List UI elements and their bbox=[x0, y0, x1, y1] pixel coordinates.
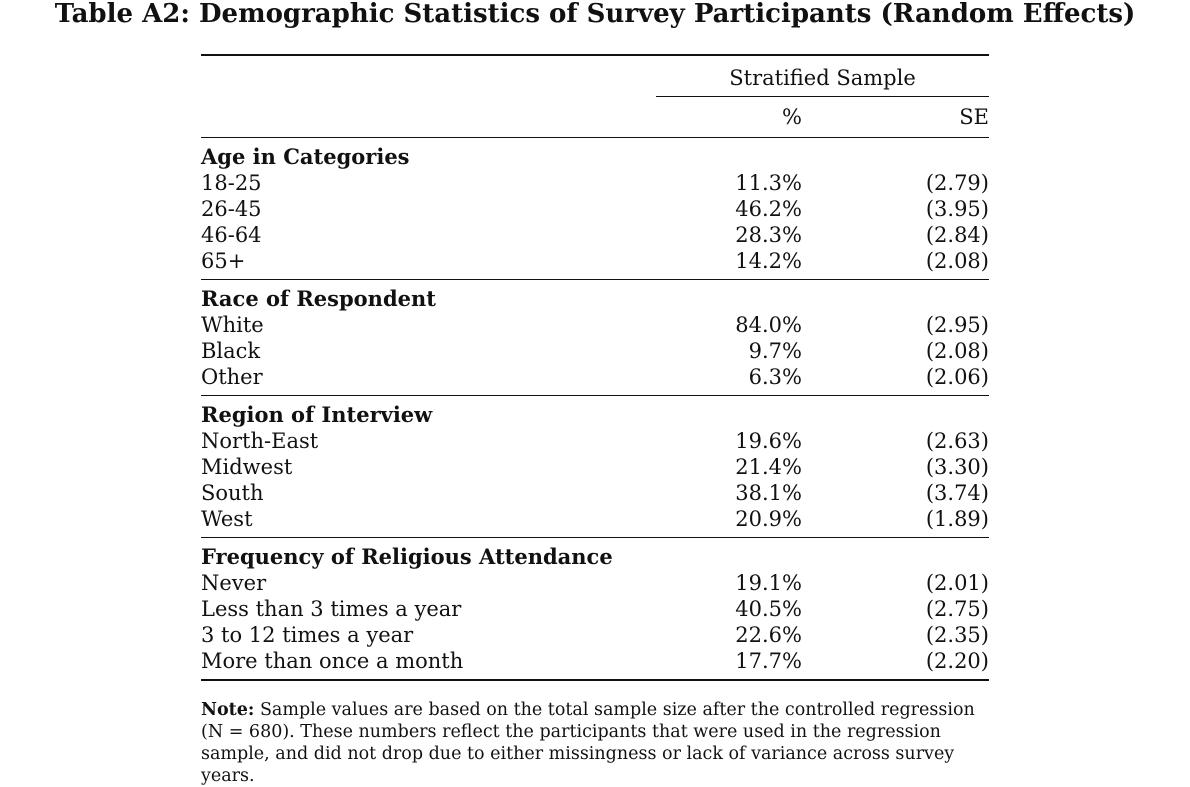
table-row: More than once a month 17.7% (2.20) bbox=[201, 648, 989, 674]
table-row: Black 9.7% (2.08) bbox=[201, 338, 989, 364]
row-label: White bbox=[201, 313, 264, 337]
row-se: (2.08) bbox=[925, 249, 989, 273]
row-percent: 20.9% bbox=[735, 507, 802, 531]
note-text: Sample values are based on the total sam… bbox=[201, 700, 975, 786]
row-label: 3 to 12 times a year bbox=[201, 623, 414, 647]
row-percent: 46.2% bbox=[735, 197, 802, 221]
row-se: (2.84) bbox=[925, 223, 989, 247]
row-label: 65+ bbox=[201, 249, 246, 273]
row-se: (2.01) bbox=[925, 571, 989, 595]
section-rule bbox=[201, 395, 989, 396]
row-label: 26-45 bbox=[201, 197, 262, 221]
row-se: (2.95) bbox=[925, 313, 989, 337]
table-row: South 38.1% (3.74) bbox=[201, 480, 989, 506]
row-percent: 19.6% bbox=[735, 429, 802, 453]
table-row: 65+ 14.2% (2.08) bbox=[201, 248, 989, 274]
table-row: Less than 3 times a year 40.5% (2.75) bbox=[201, 596, 989, 622]
table-row: Never 19.1% (2.01) bbox=[201, 570, 989, 596]
table-row: 46-64 28.3% (2.84) bbox=[201, 222, 989, 248]
row-percent: 40.5% bbox=[735, 597, 802, 621]
row-percent: 9.7% bbox=[748, 339, 802, 363]
row-percent: 21.4% bbox=[735, 455, 802, 479]
header-rule bbox=[201, 137, 989, 138]
row-percent: 84.0% bbox=[735, 313, 802, 337]
table-row: White 84.0% (2.95) bbox=[201, 312, 989, 338]
row-se: (1.89) bbox=[925, 507, 989, 531]
column-header-row: % SE bbox=[201, 97, 989, 137]
row-percent: 11.3% bbox=[735, 171, 802, 195]
row-label: Black bbox=[201, 339, 261, 363]
row-se: (3.95) bbox=[925, 197, 989, 221]
row-se: (2.06) bbox=[925, 365, 989, 389]
table-section: Region of Interview North-East 19.6% (2.63)… bbox=[201, 396, 989, 538]
table-section: Frequency of Religious Attendance Never 19… bbox=[201, 538, 989, 681]
section-heading: Age in Categories bbox=[201, 144, 410, 169]
row-percent: 17.7% bbox=[735, 649, 802, 673]
row-se: (3.30) bbox=[925, 455, 989, 479]
row-label: More than once a month bbox=[201, 649, 464, 673]
row-se: (2.08) bbox=[925, 339, 989, 363]
section-rule bbox=[201, 279, 989, 280]
table-row: 3 to 12 times a year 22.6% (2.35) bbox=[201, 622, 989, 648]
row-se: (3.74) bbox=[925, 481, 989, 505]
row-se: (2.20) bbox=[925, 649, 989, 673]
table-row: 18-25 11.3% (2.79) bbox=[201, 170, 989, 196]
row-percent: 14.2% bbox=[735, 249, 802, 273]
row-se: (2.63) bbox=[925, 429, 989, 453]
row-label: 46-64 bbox=[201, 223, 262, 247]
table-row: West 20.9% (1.89) bbox=[201, 506, 989, 532]
note-label: Note: bbox=[201, 700, 255, 720]
column-header-se: SE bbox=[959, 105, 989, 129]
section-heading: Frequency of Religious Attendance bbox=[201, 544, 613, 569]
section-rule bbox=[201, 537, 989, 538]
row-percent: 28.3% bbox=[735, 223, 802, 247]
spanner-rule bbox=[656, 96, 989, 97]
table-row: North-East 19.6% (2.63) bbox=[201, 428, 989, 454]
row-percent: 38.1% bbox=[735, 481, 802, 505]
row-label: Never bbox=[201, 571, 267, 595]
row-label: West bbox=[201, 507, 253, 531]
row-percent: 6.3% bbox=[748, 365, 802, 389]
row-percent: 19.1% bbox=[735, 571, 802, 595]
row-se: (2.35) bbox=[925, 623, 989, 647]
spanner-header: Stratified Sample bbox=[729, 66, 916, 90]
row-label: North-East bbox=[201, 429, 319, 453]
row-label: South bbox=[201, 481, 264, 505]
top-rule bbox=[201, 54, 989, 56]
section-heading: Region of Interview bbox=[201, 402, 433, 427]
table-section: Age in Categories 18-25 11.3% (2.79) 26-45 46… bbox=[201, 138, 989, 280]
section-heading: Race of Respondent bbox=[201, 286, 436, 311]
table-row: Midwest 21.4% (3.30) bbox=[201, 454, 989, 480]
table-body: Age in Categories 18-25 11.3% (2.79) 26-45 46… bbox=[201, 138, 989, 681]
row-label: Other bbox=[201, 365, 263, 389]
spanner-header-row: Stratified Sample bbox=[201, 56, 989, 97]
table-section: Race of Respondent White 84.0% (2.95) Black 9… bbox=[201, 280, 989, 396]
table-title: Table A2: Demographic Statistics of Surv… bbox=[54, 0, 1136, 29]
table-note: Note: Sample values are based on the tot… bbox=[201, 699, 981, 787]
row-percent: 22.6% bbox=[735, 623, 802, 647]
row-se: (2.75) bbox=[925, 597, 989, 621]
demographics-table: Stratified Sample % SE Age in Categories… bbox=[201, 54, 989, 681]
table-row: 26-45 46.2% (3.95) bbox=[201, 196, 989, 222]
row-se: (2.79) bbox=[925, 171, 989, 195]
row-label: Midwest bbox=[201, 455, 293, 479]
row-label: Less than 3 times a year bbox=[201, 597, 462, 621]
table-row: Other 6.3% (2.06) bbox=[201, 364, 989, 390]
column-header-percent: % bbox=[782, 105, 802, 129]
row-label: 18-25 bbox=[201, 171, 262, 195]
bottom-rule bbox=[201, 679, 989, 681]
